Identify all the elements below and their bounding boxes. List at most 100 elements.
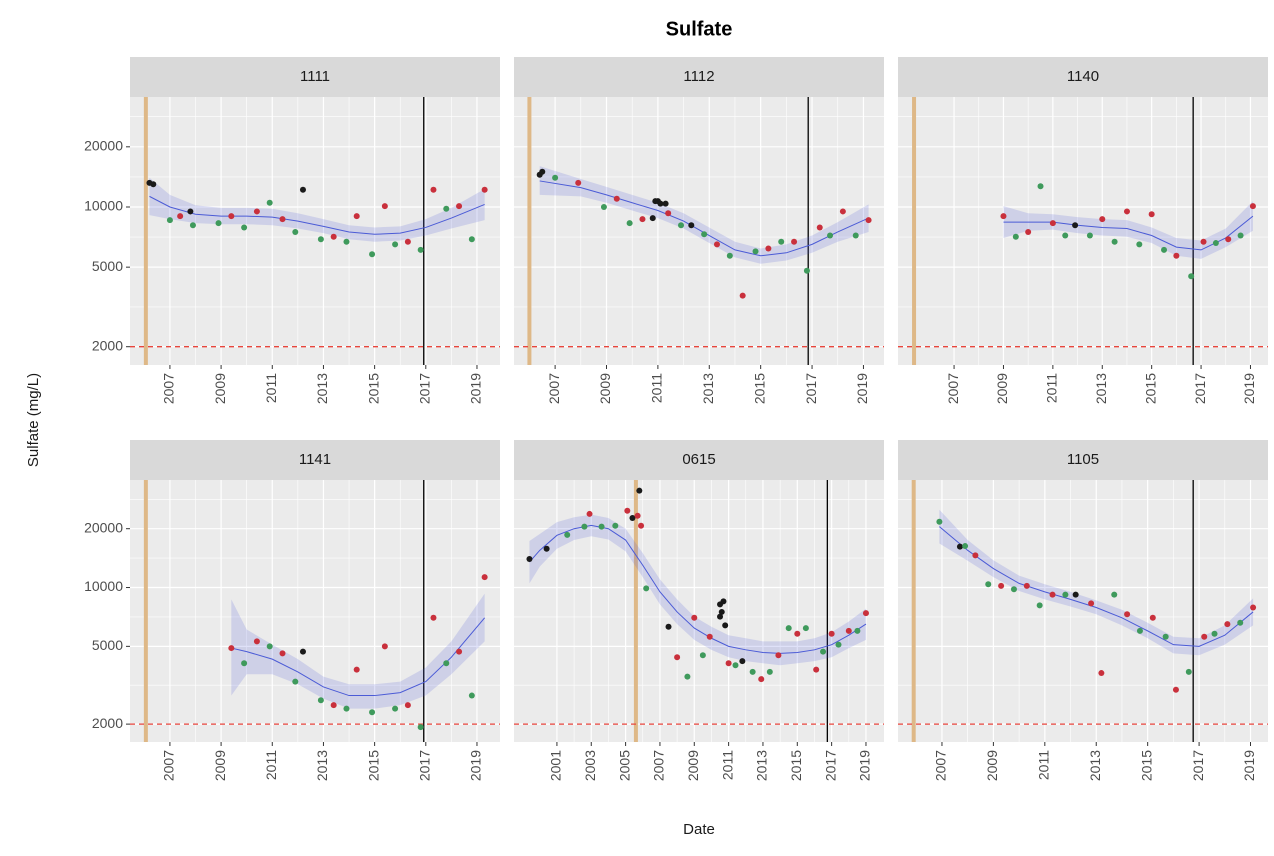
x-tick-label: 2017 <box>1190 750 1206 781</box>
data-point <box>1188 273 1195 280</box>
data-point <box>564 531 571 538</box>
x-tick-label: 2015 <box>365 373 381 404</box>
panel <box>130 97 500 365</box>
data-point <box>228 645 235 652</box>
data-point <box>739 292 746 299</box>
x-tick-label: 2019 <box>1241 373 1257 404</box>
data-point <box>674 654 681 661</box>
data-point <box>1249 203 1256 210</box>
data-point <box>166 217 173 224</box>
data-point <box>1111 238 1118 245</box>
y-axis-title: Sulfate (mg/L) <box>25 373 42 467</box>
x-tick-label: 2015 <box>1138 750 1154 781</box>
data-point <box>1098 670 1105 677</box>
x-tick-label: 2019 <box>468 750 484 781</box>
data-point <box>791 238 798 245</box>
data-point <box>626 220 633 227</box>
data-point <box>1161 246 1168 253</box>
data-point <box>330 702 337 709</box>
data-point <box>317 236 324 243</box>
x-tick-label: 2007 <box>161 750 177 781</box>
data-point <box>701 231 708 238</box>
data-point <box>629 514 636 521</box>
data-point <box>241 224 248 231</box>
data-point <box>253 208 260 215</box>
x-tick-label: 2009 <box>994 373 1010 404</box>
data-point <box>430 614 437 621</box>
data-point <box>1201 633 1208 640</box>
panel-background <box>130 97 500 365</box>
data-point <box>852 232 859 239</box>
data-point <box>353 666 360 673</box>
data-point <box>657 200 664 207</box>
data-point <box>758 676 765 683</box>
facet-label: 1111 <box>300 68 330 85</box>
data-point <box>839 208 846 215</box>
y-tick-label: 5000 <box>92 258 123 274</box>
data-point <box>1173 252 1180 259</box>
data-point <box>456 648 463 655</box>
data-point <box>381 203 388 210</box>
data-point <box>292 228 299 235</box>
data-point <box>443 205 450 212</box>
data-point <box>1212 240 1219 247</box>
data-point <box>706 633 713 640</box>
data-point <box>526 555 533 562</box>
fit-line <box>231 617 486 697</box>
x-tick-label: 2009 <box>212 750 228 781</box>
x-tick-label: 2011 <box>1036 750 1052 780</box>
data-point <box>299 648 306 655</box>
data-point <box>816 224 823 231</box>
data-point <box>1149 614 1156 621</box>
x-tick-label: 2019 <box>1241 750 1257 781</box>
data-point <box>998 582 1005 589</box>
data-point <box>691 614 698 621</box>
x-tick-label: 2007 <box>546 373 562 404</box>
data-point <box>187 208 194 215</box>
data-point <box>785 625 792 632</box>
data-point <box>417 246 424 253</box>
x-tick-label: 2009 <box>984 750 1000 781</box>
panel <box>514 97 884 365</box>
x-tick-label: 2015 <box>788 750 804 781</box>
data-point <box>684 673 691 680</box>
data-point <box>778 238 785 245</box>
data-point <box>612 522 619 529</box>
facet-label: 1105 <box>1067 451 1099 468</box>
data-point <box>638 522 645 529</box>
x-tick-label: 2009 <box>212 373 228 404</box>
data-point <box>1000 213 1007 220</box>
data-point <box>430 186 437 193</box>
data-point <box>1250 604 1257 611</box>
panel <box>130 480 500 742</box>
x-tick-label: 2007 <box>933 750 949 781</box>
data-point <box>1012 233 1019 240</box>
data-point <box>598 523 605 530</box>
data-point <box>713 241 720 248</box>
data-point <box>1225 236 1232 243</box>
data-point <box>1086 232 1093 239</box>
x-tick-label: 2007 <box>161 373 177 404</box>
data-point <box>292 678 299 685</box>
data-point <box>1099 216 1106 223</box>
x-tick-label: 2013 <box>700 373 716 404</box>
data-point <box>543 545 550 552</box>
data-point <box>854 627 861 634</box>
data-point <box>443 660 450 667</box>
data-point <box>985 581 992 588</box>
data-point <box>1062 232 1069 239</box>
data-point <box>717 613 724 620</box>
x-tick-label: 2017 <box>416 750 432 781</box>
data-point <box>1148 211 1155 218</box>
data-point <box>481 574 488 581</box>
data-point <box>266 199 273 206</box>
x-tick-label: 2009 <box>685 750 701 781</box>
data-point <box>718 608 725 615</box>
data-point <box>1172 686 1179 693</box>
data-point <box>862 610 869 617</box>
data-point <box>317 697 324 704</box>
data-point <box>726 252 733 259</box>
data-point <box>624 507 631 514</box>
data-point <box>962 543 969 550</box>
data-point <box>343 238 350 245</box>
